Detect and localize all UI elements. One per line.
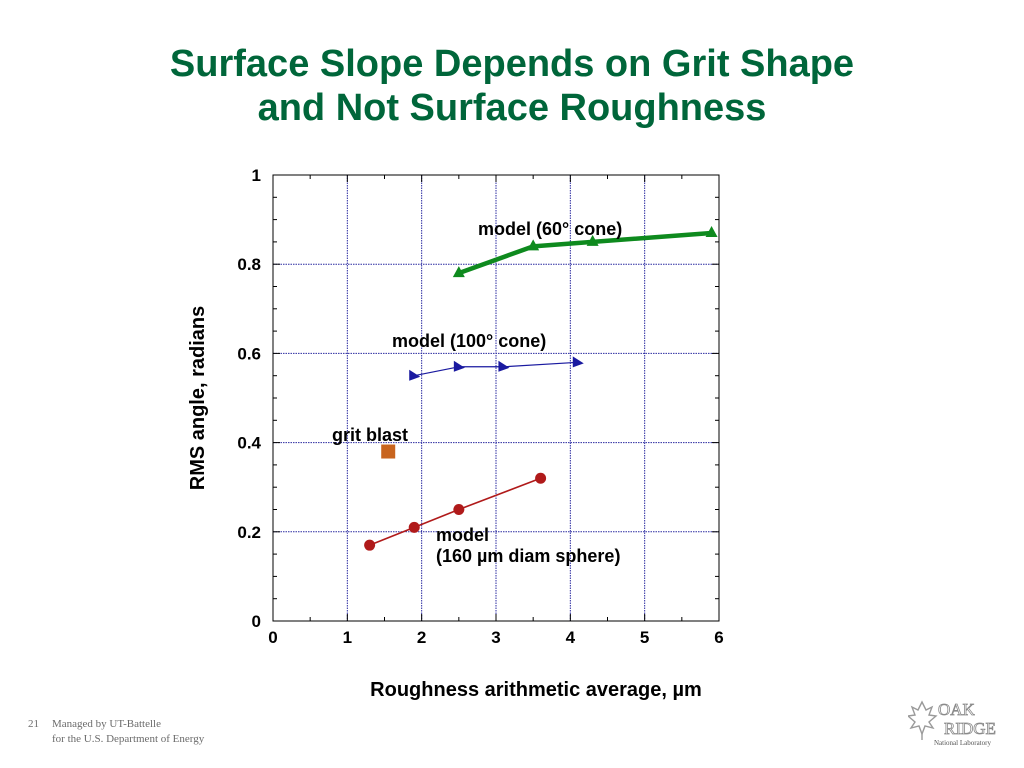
y-tick-label: 0.2 [237, 523, 261, 542]
x-axis-title: Roughness arithmetic average, µm [370, 679, 702, 701]
series-line-3 [369, 477, 541, 546]
annotation-sphere-line1: model [436, 525, 489, 545]
data-point [535, 472, 547, 484]
annotation-100-cone: model (100° cone) [392, 331, 546, 351]
y-tick-label: 0.8 [237, 255, 261, 274]
data-point [586, 234, 599, 246]
series-line-0 [458, 230, 712, 276]
data-point [452, 266, 465, 278]
data-point [453, 360, 465, 372]
slide-title-line1: Surface Slope Depends on Grit Shape [169, 43, 855, 85]
x-tick-label: 5 [640, 628, 649, 647]
y-tick-label: 1 [252, 166, 261, 185]
logo-line3: National Laboratory [934, 739, 991, 747]
footer-line1: Managed by UT-Battelle [52, 718, 161, 730]
logo-line2: RIDGE [944, 719, 996, 738]
tree-leaf-icon [908, 700, 938, 740]
data-point [364, 539, 376, 551]
y-tick-label: 0.6 [237, 344, 261, 363]
data-point [705, 225, 718, 237]
y-tick-label: 0 [252, 612, 261, 631]
slide-title-line2: and Not Surface Roughness [257, 87, 767, 129]
y-tick-label: 0.4 [237, 434, 261, 453]
x-tick-label: 3 [491, 628, 500, 647]
x-tick-label: 0 [268, 628, 277, 647]
data-point [527, 239, 540, 251]
data-point [408, 521, 420, 533]
data-point [409, 369, 421, 381]
x-tick-label: 4 [566, 628, 576, 647]
data-point [498, 360, 510, 372]
data-point [453, 504, 465, 515]
x-tick-label: 1 [343, 628, 352, 647]
x-tick-label: 2 [417, 628, 426, 647]
logo-line1: OAK [938, 700, 976, 719]
footer-line2: for the U.S. Department of Energy [52, 733, 205, 745]
oak-ridge-logo: OAK RIDGE National Laboratory [908, 700, 996, 747]
annotation-60-cone: model (60° cone) [478, 219, 622, 239]
data-point [381, 444, 396, 459]
y-axis-title: RMS angle, radians [187, 306, 209, 491]
data-point [572, 356, 584, 368]
page-number: 21 [28, 718, 39, 730]
series-line-1 [414, 361, 578, 377]
annotation-grit-blast: grit blast [332, 425, 408, 445]
slide-title: Surface Slope Depends on Grit Shape and … [0, 42, 1024, 130]
annotation-sphere-line2: (160 µm diam sphere) [436, 546, 620, 566]
x-tick-label: 6 [714, 628, 723, 647]
